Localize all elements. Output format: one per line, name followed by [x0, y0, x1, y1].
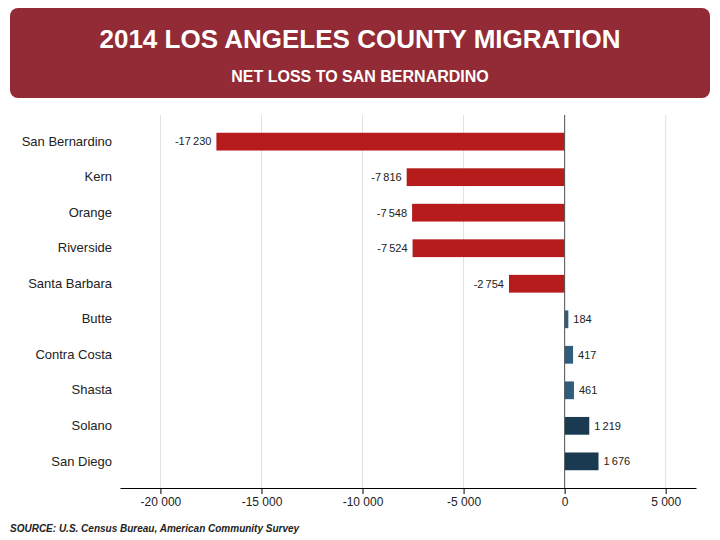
y-tick: Contra Costa: [35, 347, 120, 362]
x-tick-label: -10 000: [343, 495, 384, 509]
y-tick-label: Kern: [85, 169, 112, 184]
data-label: 461: [579, 384, 597, 396]
x-tick: 5 000: [651, 488, 681, 509]
y-tick-label: Butte: [82, 311, 112, 326]
y-tick-label: Orange: [69, 205, 112, 220]
y-tick: Kern: [85, 169, 120, 184]
data-label: -7 524: [377, 242, 407, 254]
y-tick-label: Solano: [72, 418, 112, 433]
y-tick-label: San Bernardino: [22, 134, 112, 149]
x-tick-label: -5 000: [447, 495, 481, 509]
grid-line: [665, 115, 666, 488]
bar: [412, 204, 565, 222]
data-label: -7 816: [371, 171, 401, 183]
bar: [565, 417, 590, 435]
x-tick-mark: [666, 488, 667, 494]
x-tick-mark: [363, 488, 364, 494]
bar: [565, 381, 574, 399]
title: 2014 LOS ANGELES COUNTY MIGRATION: [99, 24, 620, 54]
y-tick-label: Shasta: [72, 382, 113, 397]
axis-line: [121, 488, 697, 489]
x-axis: -20 000 -15 000 -10 000 -5 000 0 5 000: [121, 488, 697, 509]
data-label: 184: [573, 313, 591, 325]
grid-line: [160, 115, 161, 488]
data-label: -2 754: [474, 278, 504, 290]
bar: [565, 452, 599, 470]
plot-area: -20 000 -15 000 -10 000 -5 000 0 5 000 San Ber…: [22, 115, 697, 509]
x-tick-label: 5 000: [651, 495, 681, 509]
y-tick: Butte: [82, 311, 120, 326]
x-tick-mark: [261, 488, 262, 494]
bar: [216, 133, 564, 151]
header: 2014 LOS ANGELES COUNTY MIGRATION NET LOS…: [10, 8, 710, 98]
y-tick: Solano: [72, 418, 120, 433]
y-tick-label: San Diego: [51, 454, 112, 469]
y-tick: Orange: [69, 205, 120, 220]
x-tick-mark: [160, 488, 161, 494]
y-tick-label: Riverside: [58, 240, 112, 255]
grid-line: [261, 115, 262, 488]
subtitle: NET LOSS TO SAN BERNARDINO: [231, 68, 489, 85]
y-tick: San Diego: [51, 454, 120, 469]
data-label: -17 230: [175, 135, 211, 147]
y-tick: Riverside: [58, 240, 120, 255]
data-label: 1 676: [604, 455, 631, 467]
x-tick: -10 000: [343, 488, 384, 509]
x-tick-label: -15 000: [242, 495, 283, 509]
x-tick: -5 000: [447, 488, 481, 509]
y-tick-label: Santa Barbara: [28, 276, 113, 291]
x-tick: 0: [562, 488, 569, 509]
x-tick-label: -20 000: [141, 495, 182, 509]
x-tick: -20 000: [141, 488, 182, 509]
data-label: 417: [578, 349, 596, 361]
baseline: [564, 115, 565, 488]
data-label: 1 219: [594, 420, 621, 432]
grid-line: [564, 115, 565, 488]
chart: 2014 LOS ANGELES COUNTY MIGRATION NET LOS…: [0, 0, 720, 540]
x-tick-mark: [464, 488, 465, 494]
bar: [565, 346, 573, 364]
source-note: SOURCE: U.S. Census Bureau, American Com…: [10, 523, 300, 534]
bar: [413, 239, 565, 257]
y-axis: San Bernardino Kern Orange Riverside Santa B…: [22, 134, 120, 469]
y-tick-label: Contra Costa: [35, 347, 112, 362]
x-tick-mark: [565, 488, 566, 494]
bar: [565, 310, 569, 328]
grid-line: [362, 115, 363, 488]
grid: [160, 115, 665, 488]
x-tick-label: 0: [562, 495, 569, 509]
header-background: [10, 8, 710, 98]
bar: [509, 275, 565, 293]
bar: [407, 168, 565, 186]
x-tick: -15 000: [242, 488, 283, 509]
data-label: -7 548: [377, 207, 407, 219]
y-tick: Santa Barbara: [28, 276, 120, 291]
bars: [216, 133, 598, 470]
y-tick: Shasta: [72, 382, 120, 397]
data-labels: -17 230 -7 816 -7 548 -7 524 -2 754 184 417 461…: [175, 135, 630, 467]
y-tick: San Bernardino: [22, 134, 120, 149]
